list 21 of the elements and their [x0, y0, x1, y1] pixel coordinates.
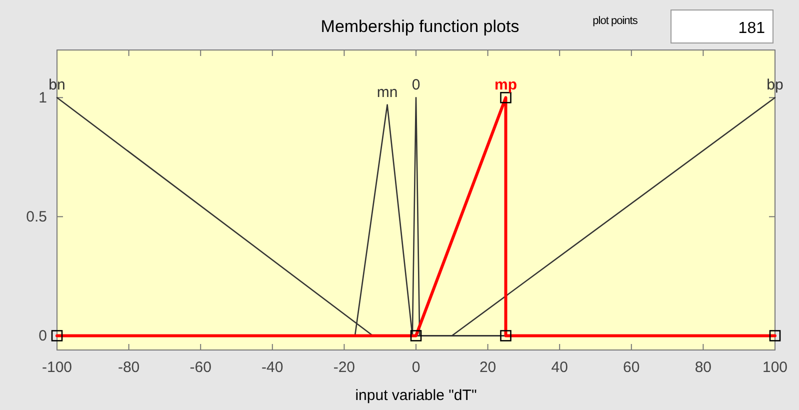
x-tick-label: 60: [623, 359, 640, 376]
x-tick-label: -100: [42, 359, 72, 376]
series-label: mn: [376, 84, 398, 101]
x-tick-label: 80: [694, 359, 712, 376]
x-tick-label: -20: [333, 359, 356, 376]
y-tick-label: 0: [38, 328, 47, 345]
x-tick-label: -80: [118, 359, 140, 376]
x-tick-label: 0: [412, 359, 420, 376]
text: 181: [738, 20, 766, 37]
x-tick-label: 40: [551, 359, 568, 376]
x-tick-label: -60: [190, 359, 212, 376]
y-tick-label: 0.5: [26, 208, 47, 226]
x-tick-label: 100: [762, 359, 788, 376]
x-tick-label: -40: [262, 359, 284, 376]
y-tick-label: 1: [38, 90, 47, 107]
x-axis-title: input variable "dT": [355, 387, 477, 404]
x-tick-label: 20: [479, 359, 496, 376]
series-label: 0: [412, 76, 420, 94]
series-label: mp: [494, 76, 517, 94]
text: plot points: [592, 15, 638, 27]
chart-title: Membership function plots: [320, 17, 520, 36]
